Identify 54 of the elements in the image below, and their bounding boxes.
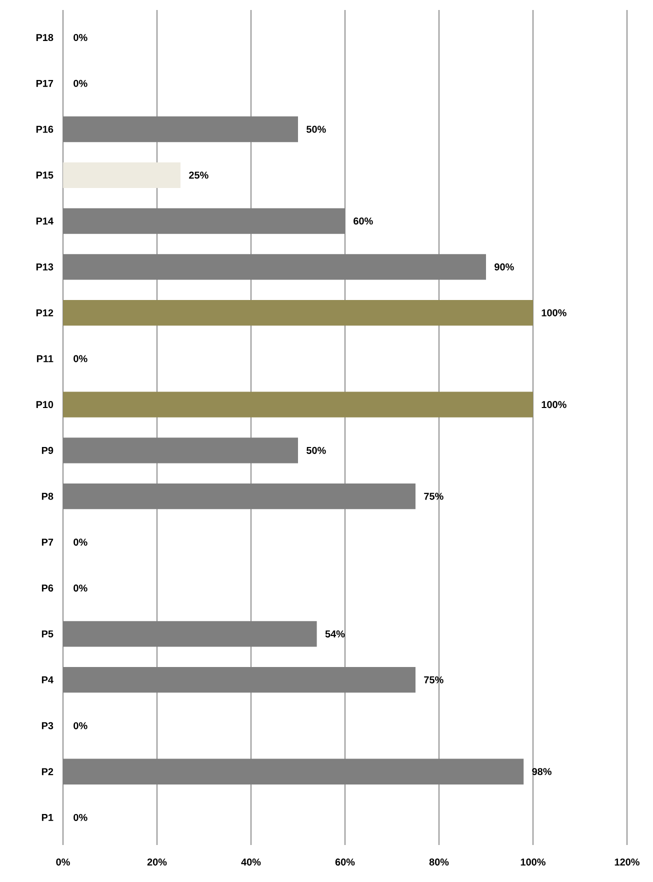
- bar: [63, 666, 416, 693]
- data-label: 0%: [74, 722, 88, 730]
- x-tick-label: 0%: [56, 858, 70, 866]
- data-label: 0%: [74, 538, 88, 546]
- x-tick-label: 60%: [335, 858, 355, 866]
- x-tick-label: 100%: [520, 858, 546, 866]
- bar: [63, 483, 416, 510]
- data-label: 100%: [542, 401, 566, 408]
- y-tick-label: P13: [36, 263, 54, 270]
- data-label: 0%: [74, 814, 88, 821]
- y-tick-label: P3: [42, 722, 54, 730]
- bar: [63, 438, 298, 464]
- y-tick-label: P2: [42, 768, 54, 776]
- x-tick-label: 80%: [429, 858, 449, 866]
- data-label: 0%: [74, 34, 88, 42]
- y-tick-label: P5: [42, 630, 54, 638]
- y-tick-label: P11: [36, 355, 54, 362]
- data-label: 90%: [494, 263, 514, 270]
- y-tick-label: P4: [42, 676, 54, 684]
- bar: [63, 300, 534, 326]
- x-tick-label: 20%: [147, 858, 167, 866]
- bar: [63, 392, 534, 418]
- data-label: 75%: [424, 676, 444, 684]
- x-tick-label: 40%: [241, 858, 261, 866]
- y-tick-label: P6: [42, 584, 54, 592]
- data-label: 0%: [74, 584, 88, 592]
- data-label: 75%: [424, 492, 444, 500]
- data-label: 0%: [74, 80, 88, 87]
- y-tick-label: P17: [36, 80, 54, 87]
- data-label: 50%: [306, 126, 326, 133]
- bar: [63, 254, 486, 280]
- data-label: 50%: [306, 446, 326, 454]
- y-tick-label: P12: [36, 309, 54, 316]
- y-tick-label: P14: [36, 218, 54, 224]
- data-label: 98%: [532, 768, 552, 776]
- y-tick-label: P7: [42, 538, 54, 546]
- bar: [63, 162, 181, 188]
- data-label: 54%: [325, 630, 345, 638]
- data-label: 25%: [189, 172, 208, 179]
- y-tick-label: P1: [42, 814, 54, 821]
- y-tick-label: P16: [36, 126, 54, 133]
- bar: [63, 208, 346, 234]
- x-tick-label: 120%: [614, 858, 640, 866]
- data-label: 60%: [354, 218, 373, 225]
- data-label: 100%: [542, 309, 566, 316]
- y-tick-label: P8: [42, 492, 54, 500]
- bar: [63, 621, 317, 647]
- y-tick-label: P9: [42, 446, 54, 454]
- y-tick-label: P15: [36, 172, 54, 179]
- y-tick-label: P18: [36, 34, 54, 42]
- bar: [63, 758, 524, 784]
- y-tick-label: P10: [36, 401, 54, 408]
- bar: [63, 116, 298, 142]
- data-label: 0%: [74, 355, 88, 362]
